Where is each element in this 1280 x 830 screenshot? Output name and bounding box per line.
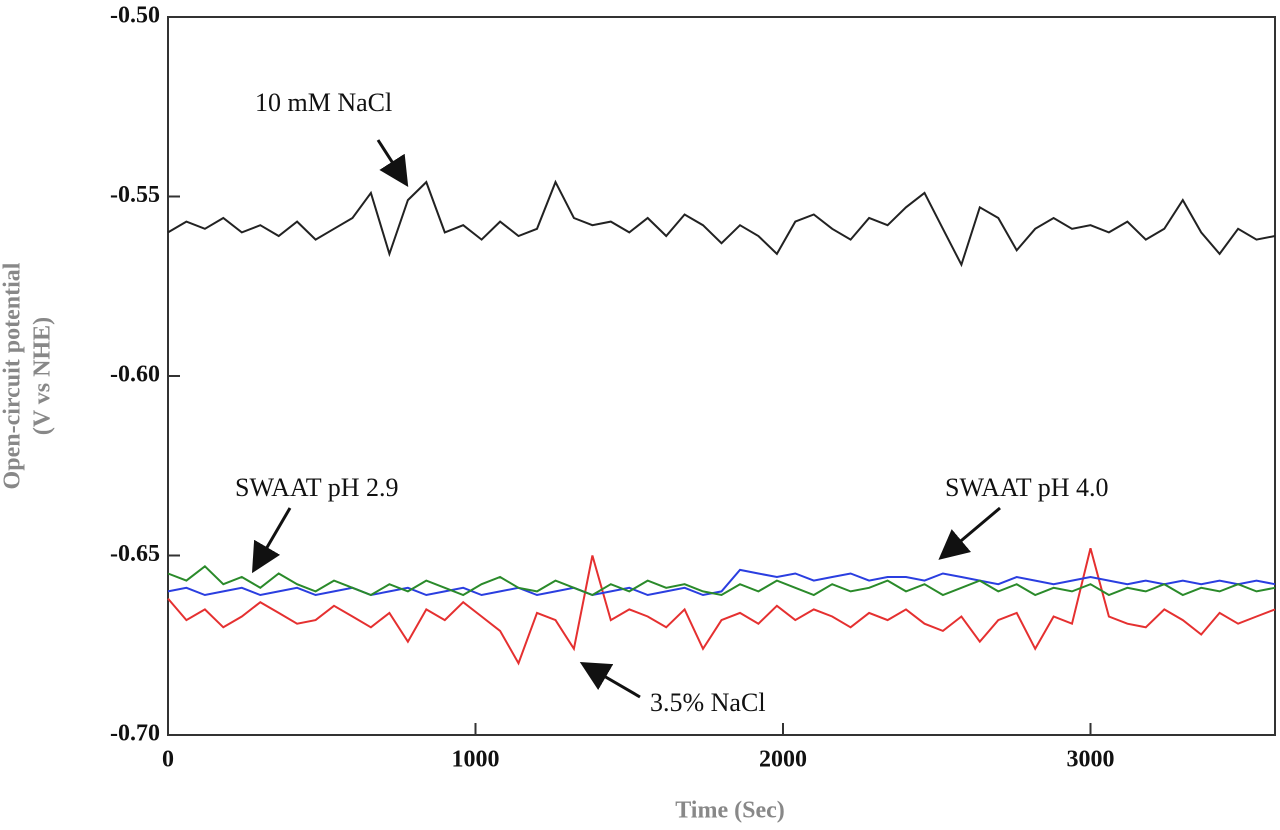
plot-frame: [167, 16, 1276, 736]
x-tick-label: 0: [162, 747, 174, 773]
arrow: [376, 139, 409, 188]
series-label: 3.5% NaCl: [650, 688, 766, 717]
y-tick-label: -0.50: [110, 3, 160, 29]
lines: [167, 179, 1276, 666]
arrow: [251, 507, 292, 574]
x-axis-label: Time (Sec): [675, 798, 785, 824]
arrow: [579, 661, 641, 699]
x-tick-label: 2000: [759, 747, 807, 773]
series-label: SWAAT pH 4.0: [945, 473, 1108, 502]
y-tick-label: -0.70: [110, 721, 160, 747]
series-line: [167, 548, 1276, 666]
y-axis-label: (V vs NHE): [30, 317, 56, 435]
y-tick-label: -0.60: [110, 362, 160, 388]
y-tick-label: -0.65: [110, 541, 160, 567]
y-axis-label: Open-circuit potential: [0, 262, 26, 489]
y-tick-label: -0.55: [110, 182, 160, 208]
series-label: SWAAT pH 2.9: [235, 473, 398, 502]
x-tick-label: 3000: [1067, 747, 1115, 773]
series-label: 10 mM NaCl: [255, 88, 392, 117]
x-tick-label: 1000: [452, 747, 500, 773]
series-line: [167, 564, 1276, 597]
series-line: [167, 179, 1276, 268]
series-line: [167, 568, 1276, 597]
arrow: [938, 506, 1001, 560]
